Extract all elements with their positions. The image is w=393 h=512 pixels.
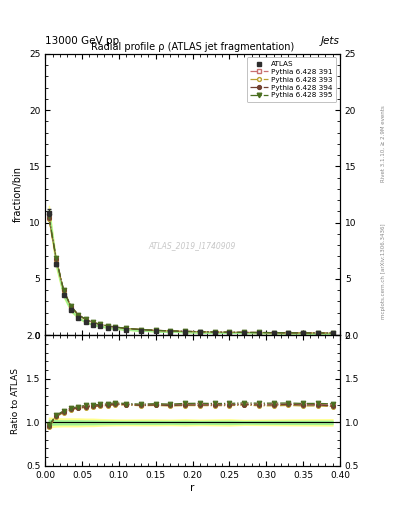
Text: Jets: Jets bbox=[321, 36, 340, 46]
X-axis label: r: r bbox=[190, 482, 195, 493]
Title: Radial profile ρ (ATLAS jet fragmentation): Radial profile ρ (ATLAS jet fragmentatio… bbox=[91, 41, 294, 52]
Legend: ATLAS, Pythia 6.428 391, Pythia 6.428 393, Pythia 6.428 394, Pythia 6.428 395: ATLAS, Pythia 6.428 391, Pythia 6.428 39… bbox=[247, 57, 336, 102]
Y-axis label: Ratio to ATLAS: Ratio to ATLAS bbox=[11, 368, 20, 434]
Text: ATLAS_2019_I1740909: ATLAS_2019_I1740909 bbox=[149, 241, 236, 250]
Text: 13000 GeV pp: 13000 GeV pp bbox=[45, 36, 119, 46]
Y-axis label: fraction/bin: fraction/bin bbox=[13, 166, 23, 223]
Text: Rivet 3.1.10, ≥ 2.9M events: Rivet 3.1.10, ≥ 2.9M events bbox=[381, 105, 386, 182]
Text: mcplots.cern.ch [arXiv:1306.3436]: mcplots.cern.ch [arXiv:1306.3436] bbox=[381, 224, 386, 319]
